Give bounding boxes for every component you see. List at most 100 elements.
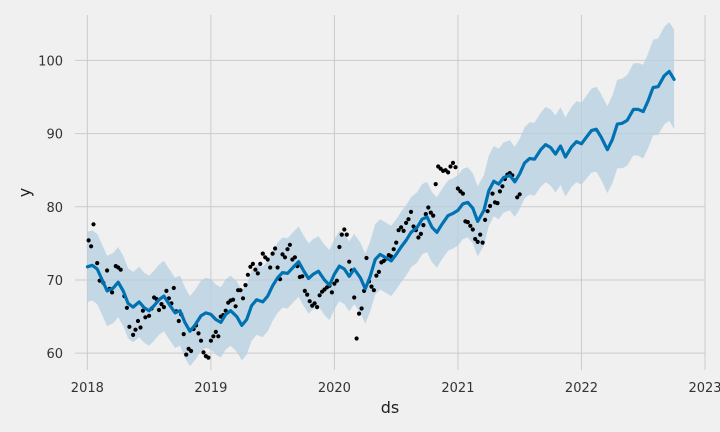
observed-point [446, 170, 451, 175]
observed-point [238, 288, 243, 293]
observed-point [196, 331, 201, 336]
observed-point [371, 288, 376, 293]
observed-point [453, 165, 458, 170]
y-axis-label: y [15, 188, 34, 197]
observed-point [300, 274, 305, 279]
observed-point [198, 338, 204, 343]
observed-point [465, 220, 470, 225]
observed-point [376, 269, 381, 274]
observed-point [497, 189, 502, 194]
observed-point [140, 308, 145, 313]
observed-point [201, 350, 206, 355]
observed-point [287, 242, 292, 247]
observed-point [159, 302, 164, 307]
observed-point [211, 334, 216, 339]
observed-point [181, 332, 186, 337]
observed-point [468, 223, 473, 228]
x-tick-label: 2020 [318, 381, 351, 396]
observed-point [189, 348, 194, 354]
x-tick-label: 2019 [194, 381, 227, 396]
y-tick-label: 70 [46, 274, 63, 289]
observed-point [406, 217, 411, 222]
observed-point [184, 352, 189, 357]
observed-point [231, 297, 236, 302]
observed-point [270, 251, 275, 256]
y-tick-label: 60 [46, 347, 63, 362]
observed-point [339, 232, 344, 237]
observed-point [292, 255, 297, 260]
observed-point [480, 240, 485, 245]
observed-point [233, 304, 238, 309]
forecast-line [85, 69, 676, 333]
observed-point [364, 255, 369, 261]
observed-point [332, 281, 337, 286]
observed-point [423, 212, 428, 217]
observed-point [329, 290, 334, 295]
y-tick-label: 80 [46, 201, 63, 216]
observed-point [213, 329, 218, 334]
observed-point [428, 210, 433, 215]
observed-point [448, 164, 453, 169]
observed-point [95, 261, 100, 266]
observed-point [500, 184, 505, 189]
observed-point [240, 296, 246, 301]
observed-point [433, 182, 438, 187]
observed-point [460, 191, 465, 196]
uncertainty-band-layer [87, 22, 675, 367]
observed-point [265, 257, 270, 262]
observed-point [517, 192, 522, 197]
observed-points-layer [86, 160, 522, 360]
observed-point [305, 292, 310, 297]
x-tick-label: 2018 [71, 381, 104, 396]
observed-point [164, 288, 169, 293]
observed-point [359, 306, 364, 311]
observed-point [248, 264, 253, 269]
y-tick-label: 90 [46, 128, 63, 143]
observed-point [307, 299, 312, 304]
y-tick-label: 100 [38, 54, 63, 69]
observed-point [485, 209, 490, 214]
observed-point [357, 311, 362, 316]
observed-point [89, 244, 94, 249]
observed-point [418, 231, 423, 236]
observed-point [138, 325, 143, 330]
observed-point [312, 301, 317, 306]
observed-point [490, 191, 495, 196]
observed-point [91, 222, 96, 227]
observed-point [399, 225, 404, 230]
observed-point [273, 246, 278, 251]
observed-point [86, 238, 91, 243]
observed-point [352, 295, 357, 300]
observed-point [245, 272, 250, 277]
uncertainty-band [87, 22, 675, 367]
observed-point [396, 228, 401, 233]
observed-point [470, 227, 475, 232]
observed-point [275, 265, 280, 270]
tick-labels: 2018 2019 2020 2021 2022 2023 60 70 80 90 100 [38, 54, 720, 396]
observed-point [131, 332, 136, 337]
observed-point [354, 336, 359, 341]
observed-point [127, 324, 132, 329]
observed-point [258, 261, 263, 266]
x-axis-label: ds [381, 398, 400, 417]
observed-point [250, 261, 255, 266]
observed-point [401, 228, 406, 233]
observed-point [473, 236, 478, 242]
observed-point [495, 201, 500, 206]
observed-point [135, 318, 141, 324]
observed-point [337, 244, 342, 250]
observed-point [105, 268, 110, 273]
observed-point [243, 283, 248, 288]
observed-point [285, 247, 290, 252]
observed-point [416, 235, 421, 240]
observed-point [404, 220, 409, 225]
observed-point [421, 223, 426, 228]
observed-point [334, 278, 339, 283]
observed-point [110, 290, 115, 295]
observed-point [483, 217, 488, 222]
observed-point [143, 315, 148, 320]
observed-point [488, 203, 493, 209]
observed-point [253, 267, 258, 272]
observed-point [408, 209, 414, 214]
